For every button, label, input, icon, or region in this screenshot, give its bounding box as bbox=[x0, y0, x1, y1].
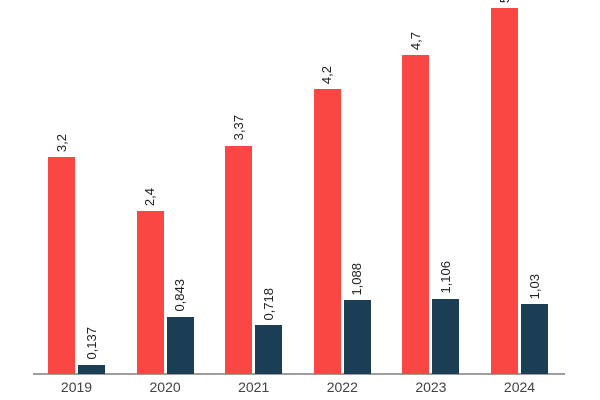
bar-value-label: 3,2 bbox=[53, 133, 69, 152]
bar-value-label: 1,088 bbox=[349, 262, 365, 296]
x-axis-tick-label: 2022 bbox=[326, 379, 358, 395]
bar-value-label: 4,7 bbox=[407, 32, 423, 51]
bar-value-label: 0,843 bbox=[172, 279, 188, 312]
x-axis-line bbox=[33, 373, 565, 375]
bar-value-label: 5,4 bbox=[497, 0, 512, 3]
x-axis-tick-label: 2020 bbox=[149, 379, 181, 395]
bar-value-label: 1,106 bbox=[437, 261, 453, 294]
x-axis-tick-label: 2023 bbox=[415, 379, 447, 395]
x-axis-tick-label: 2019 bbox=[60, 379, 93, 395]
bar-navy-series-2023 bbox=[432, 299, 460, 374]
bar-value-label: 3,37 bbox=[230, 115, 246, 141]
bar-red-series-2020 bbox=[136, 211, 164, 374]
bar-value-label: 0,137 bbox=[83, 327, 99, 360]
bar-red-series-2019 bbox=[48, 157, 75, 374]
bar-navy-series-2019 bbox=[78, 364, 105, 374]
bar-red-series-2024 bbox=[491, 7, 518, 374]
bar-value-label: 1,03 bbox=[526, 273, 542, 300]
bar-red-series-2021 bbox=[225, 145, 253, 374]
bar-value-label: 0,718 bbox=[260, 287, 276, 321]
bar-navy-series-2022 bbox=[343, 300, 371, 374]
bar-red-series-2023 bbox=[402, 55, 430, 374]
bar-value-label: 4,2 bbox=[319, 66, 335, 85]
bar-navy-series-2021 bbox=[255, 325, 283, 374]
bar-red-series-2022 bbox=[313, 89, 341, 374]
bar-navy-series-2020 bbox=[166, 316, 194, 374]
x-axis-tick-label: 2021 bbox=[238, 379, 270, 395]
bar-navy-series-2024 bbox=[521, 304, 548, 374]
x-axis-tick-label: 2024 bbox=[503, 379, 536, 395]
bar-value-label: 2,4 bbox=[142, 188, 158, 207]
